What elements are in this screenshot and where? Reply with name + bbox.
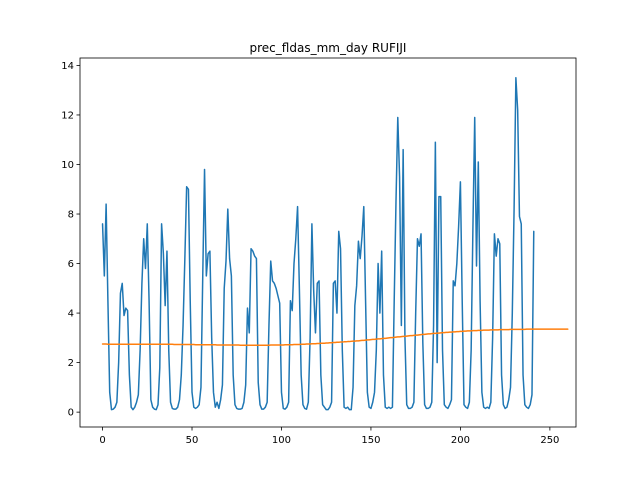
x-tick-label: 200 — [451, 435, 470, 446]
x-tick-label: 0 — [99, 435, 105, 446]
series-line-2 — [101, 328, 569, 347]
x-tick-label: 100 — [272, 435, 291, 446]
series-layer — [101, 77, 569, 411]
series-line-1 — [101, 77, 535, 411]
y-tick-label: 12 — [61, 110, 74, 121]
chart-title: prec_fldas_mm_day RUFIJI — [250, 41, 407, 55]
y-tick-label: 10 — [61, 160, 74, 171]
axis-layer: 0 50 100 150 200 250 0 2 4 6 8 10 12 14 — [61, 57, 577, 446]
y-tick-label: 2 — [68, 358, 74, 369]
x-tick-label: 150 — [361, 435, 380, 446]
y-tick-label: 4 — [68, 309, 74, 320]
y-tick-label: 6 — [68, 259, 74, 270]
x-tick-label: 50 — [186, 435, 199, 446]
y-tick-label: 8 — [68, 210, 74, 221]
plot-frame — [79, 57, 577, 428]
x-tick-label: 250 — [540, 435, 559, 446]
y-tick-label: 0 — [68, 408, 74, 419]
y-tick-label: 14 — [61, 61, 74, 72]
